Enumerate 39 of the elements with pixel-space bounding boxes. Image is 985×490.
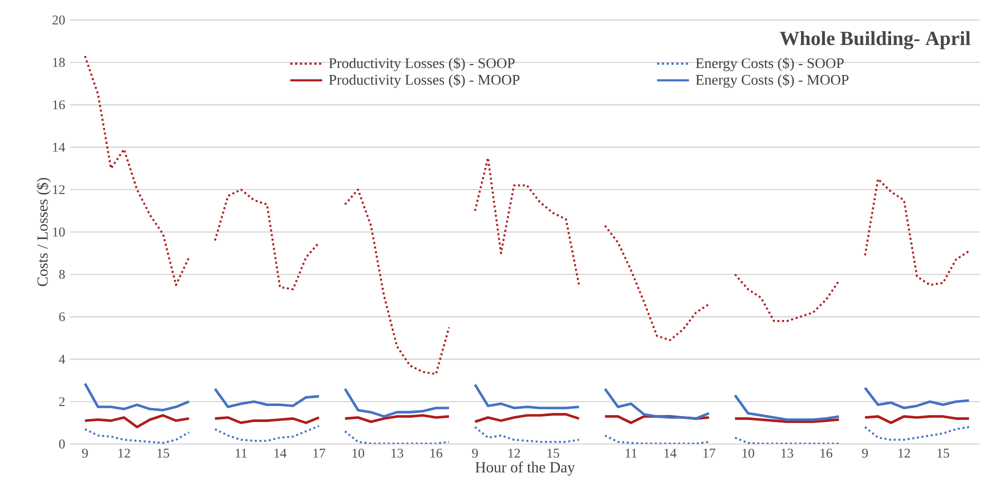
x-tick-label: 9 [472, 448, 478, 458]
y-tick-label: 4 [58, 354, 66, 364]
x-tick-label: 12 [898, 448, 910, 458]
x-tick-label: 13 [392, 448, 404, 458]
x-tick-label: 11 [236, 448, 247, 458]
y-tick-label: 0 [59, 440, 65, 448]
legend-label: Energy Costs ($) - SOOP [696, 57, 844, 72]
x-tick-label: 15 [938, 448, 950, 458]
x-tick-label: 15 [158, 448, 170, 458]
y-tick-label: 6 [59, 312, 65, 322]
x-tick-label: 12 [508, 448, 520, 458]
x-tick-label: 9 [82, 448, 88, 458]
x-tick-label: 11 [626, 448, 637, 458]
legend-label: Productivity Losses ($) - SOOP [328, 57, 515, 72]
x-tick-label: 16 [430, 448, 442, 458]
x-tick-label: 13 [782, 448, 794, 458]
x-tick-label: 16 [820, 448, 832, 458]
y-tick-label: 12 [53, 185, 65, 194]
y-tick-label: 10 [53, 228, 65, 236]
x-axis-title: Hour of the Day [475, 462, 575, 476]
x-tick-label: 12 [118, 448, 130, 458]
y-tick-label: 16 [53, 100, 65, 110]
x-tick-label: 10 [352, 448, 364, 458]
legend-label: Productivity Losses ($) - MOOP [328, 74, 520, 88]
y-tick-label: 14 [53, 142, 66, 152]
y-tick-label: 8 [59, 270, 65, 279]
x-tick-label: 17 [704, 448, 716, 458]
y-tick-label: 2 [59, 397, 65, 406]
x-tick-label: 15 [548, 448, 560, 458]
x-tick-label: 14 [664, 448, 676, 458]
legend-label: Energy Costs ($) - MOOP [696, 74, 848, 88]
text: Whole Building- April [780, 31, 970, 50]
y-axis-title: Costs / Losses ($) [36, 178, 51, 286]
x-tick-label: 14 [274, 448, 286, 458]
x-tick-label: 10 [742, 448, 754, 458]
y-tick-label: 18 [53, 58, 65, 67]
y-tick-label: 20 [52, 16, 65, 24]
x-tick-label: 17 [314, 448, 326, 458]
x-tick-label: 9 [862, 448, 868, 458]
